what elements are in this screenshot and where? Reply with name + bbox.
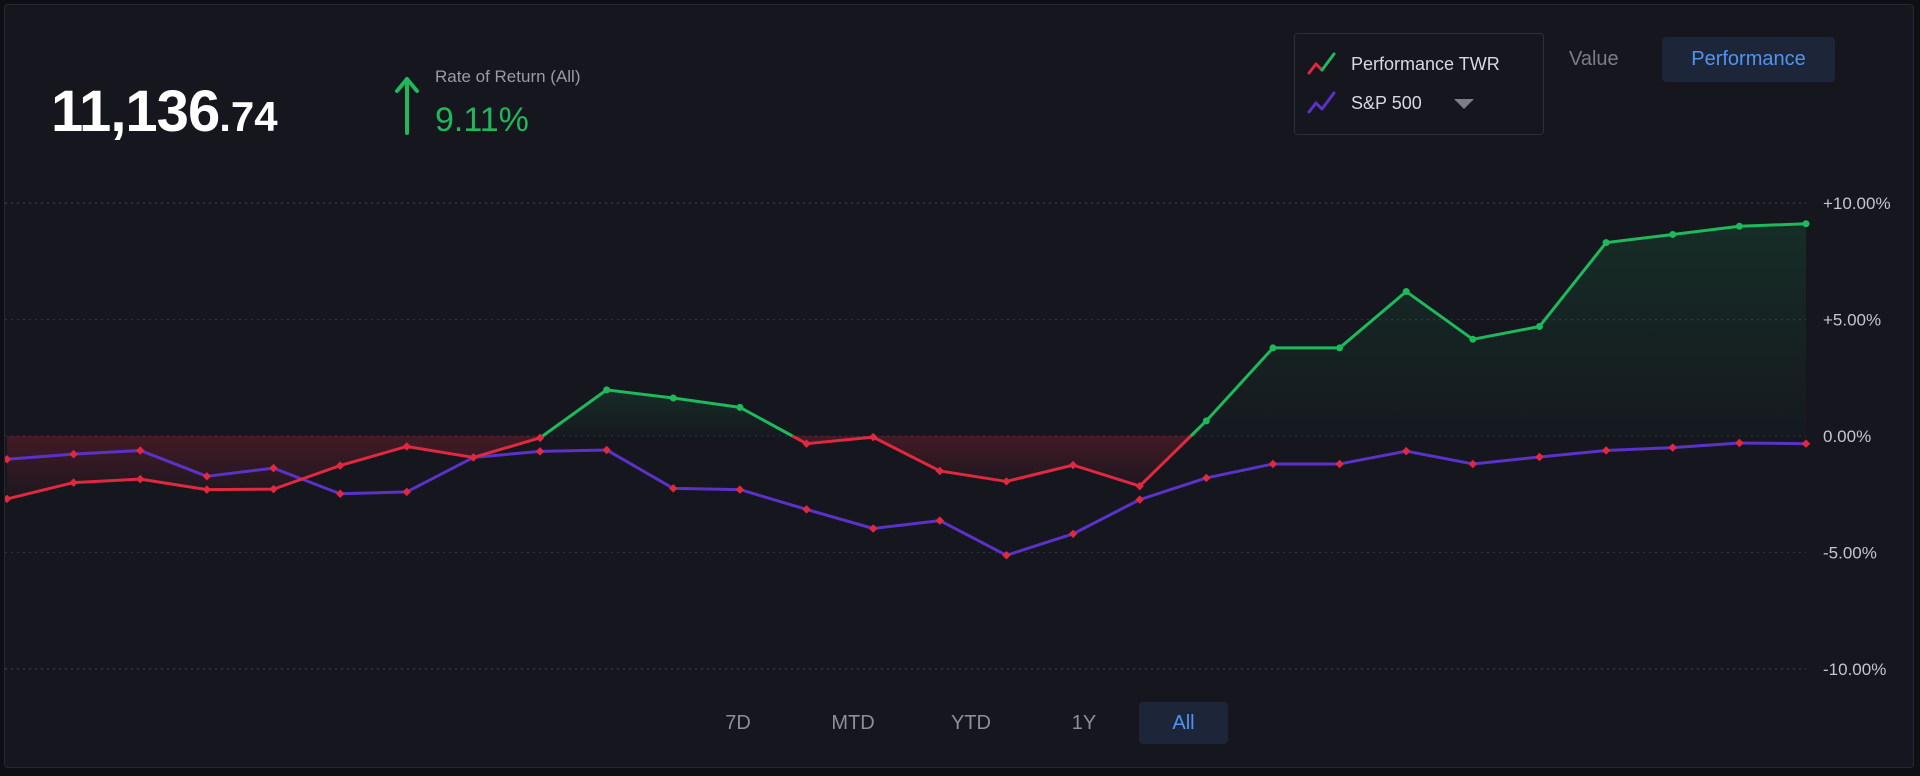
sp500-point: [1202, 473, 1211, 483]
performance-view-button[interactable]: Performance: [1662, 37, 1835, 82]
sp500-point: [602, 445, 611, 455]
performance-point: [935, 466, 945, 476]
range-ytd-button[interactable]: YTD: [951, 712, 991, 734]
range-mtd-button[interactable]: MTD: [831, 712, 875, 734]
sp500-point: [69, 449, 78, 459]
performance-point: [1735, 222, 1743, 230]
performance-area-positive: [1190, 223, 1806, 436]
performance-panel: 11,136.74 Rate of Return (All) 9.11% +10…: [4, 4, 1914, 768]
performance-point: [1402, 288, 1410, 296]
portfolio-value-integer: 11,136: [51, 79, 220, 144]
performance-point: [1002, 477, 1011, 486]
performance-point: [1802, 220, 1810, 228]
performance-line-negative: [6, 434, 544, 501]
sp500-point: [868, 524, 878, 533]
performance-point: [535, 433, 545, 443]
performance-point: [335, 461, 345, 470]
rate-of-return-value: 9.11%: [435, 101, 529, 139]
performance-chart: +10.00% +5.00% 0.00% -5.00% -10.00%: [5, 194, 1891, 679]
performance-point: [202, 485, 212, 494]
y-tick-label: +5.00%: [1823, 311, 1881, 330]
sp500-point: [335, 489, 345, 499]
y-tick-label: -5.00%: [1823, 544, 1877, 563]
performance-point: [1602, 239, 1610, 247]
sp500-point: [136, 446, 145, 455]
performance-area-negative: [792, 436, 1191, 487]
performance-point: [1202, 417, 1210, 425]
performance-point: [136, 474, 145, 484]
legend-label-sp500: S&P 500: [1351, 92, 1422, 113]
sp500-point: [802, 505, 811, 514]
performance-point: [669, 394, 677, 402]
sp500-point: [1468, 459, 1478, 469]
y-tick-label: +10.00%: [1823, 194, 1891, 213]
y-tick-label: -10.00%: [1823, 660, 1886, 679]
benchmark-dropdown-caret-icon[interactable]: [1453, 99, 1474, 109]
legend-label-performance-twr: Performance TWR: [1351, 53, 1500, 74]
performance-point: [1336, 344, 1344, 352]
performance-line-icon: [1307, 52, 1336, 75]
sp500-line: [6, 441, 1807, 557]
sp500-point: [202, 472, 212, 481]
performance-point: [402, 442, 412, 451]
y-tick-label: 0.00%: [1823, 427, 1871, 446]
performance-point: [1535, 322, 1543, 330]
performance-point: [1669, 230, 1677, 238]
range-7d-button[interactable]: 7D: [725, 712, 751, 734]
sp500-point: [1002, 551, 1011, 560]
sp500-point: [535, 447, 545, 456]
performance-point: [603, 386, 611, 394]
value-view-button[interactable]: Value: [1569, 48, 1619, 70]
performance-point: [1068, 460, 1078, 470]
portfolio-value: 11,136.74: [51, 83, 278, 141]
sp500-point: [1735, 438, 1744, 448]
performance-point: [1135, 481, 1144, 491]
performance-point: [1469, 335, 1477, 343]
up-arrow-icon: [395, 77, 419, 135]
sp500-point: [1535, 452, 1544, 462]
rate-of-return-label: Rate of Return (All): [435, 67, 581, 86]
sp500-point: [1801, 439, 1811, 448]
sp500-point: [669, 484, 678, 493]
benchmark-line-icon: [1307, 91, 1336, 114]
sp500-point: [269, 463, 278, 473]
chart-legend: Performance TWR S&P 500: [1294, 33, 1544, 135]
sp500-point: [1601, 446, 1611, 455]
range-all-button[interactable]: All: [1139, 702, 1228, 744]
performance-point: [1269, 344, 1277, 352]
legend-item-sp500[interactable]: S&P 500: [1307, 88, 1474, 118]
sp500-point: [1668, 443, 1677, 452]
performance-point: [69, 478, 78, 487]
sp500-point: [1135, 495, 1144, 504]
sp500-point: [1401, 446, 1411, 456]
sp500-point: [5, 455, 12, 464]
sp500-point: [402, 487, 412, 497]
sp500-point: [735, 485, 745, 494]
range-1y-button[interactable]: 1Y: [1071, 712, 1097, 734]
performance-point: [868, 432, 878, 442]
performance-point: [736, 403, 744, 411]
sp500-point: [1335, 459, 1344, 469]
sp500-point: [1068, 529, 1078, 539]
performance-point: [5, 494, 12, 504]
legend-item-performance-twr[interactable]: Performance TWR: [1307, 49, 1500, 79]
performance-line-negative: [791, 434, 1192, 488]
sp500-point: [1268, 459, 1278, 469]
performance-point: [469, 453, 478, 462]
performance-point: [802, 439, 811, 448]
performance-area-positive: [542, 389, 793, 436]
sp500-point: [935, 516, 945, 525]
portfolio-value-cents: .74: [219, 93, 278, 140]
performance-point: [269, 484, 278, 494]
